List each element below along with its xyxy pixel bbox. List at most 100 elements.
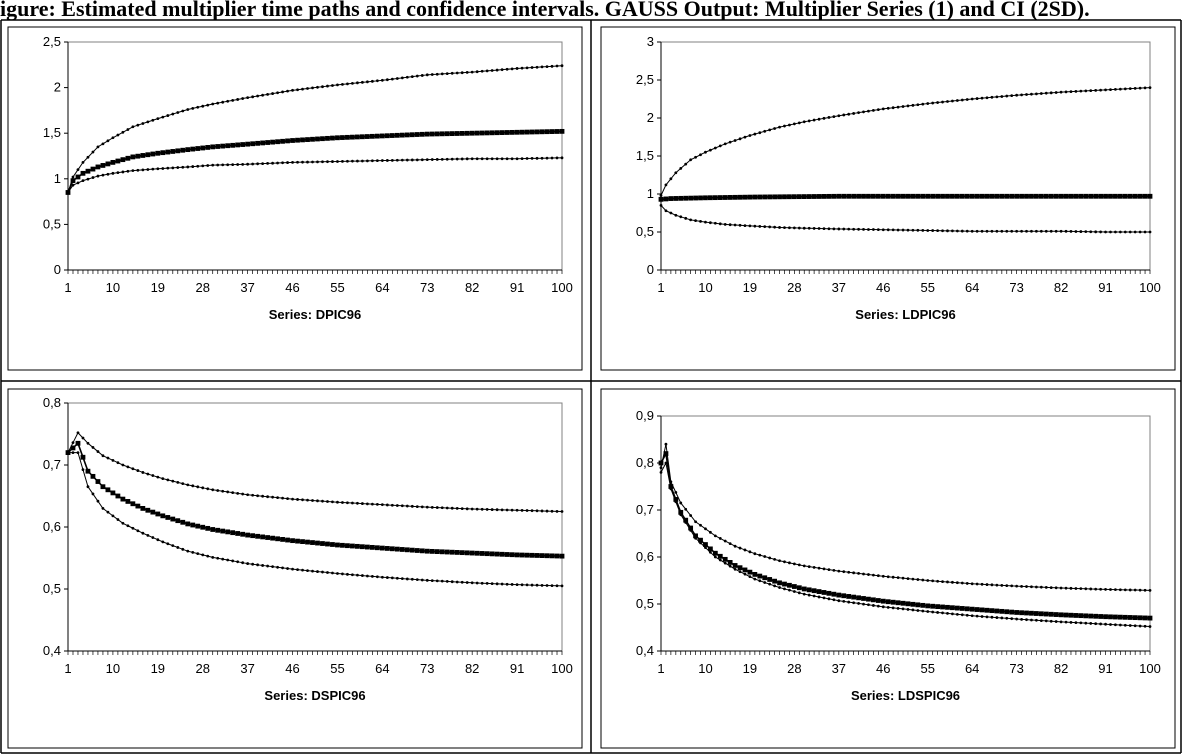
data-point-estimate [777,194,782,200]
y-tick-label: 0,5 [636,596,654,611]
data-point-upper [857,571,860,575]
data-point-upper [356,81,359,85]
data-point-estimate [280,537,285,542]
data-point-estimate [752,571,758,577]
data-point-lower [161,540,165,544]
data-point-upper [916,103,920,107]
data-point-lower [361,159,364,163]
data-point-lower [146,168,150,171]
data-point-upper [1074,90,1078,93]
data-point-lower [1089,622,1093,625]
data-point-estimate [1098,193,1104,199]
x-tick-label: 100 [551,280,573,295]
data-point-estimate [80,170,86,176]
data-point-estimate [1117,614,1123,620]
data-point-lower [515,583,519,587]
data-point-lower [176,546,180,549]
data-point-lower [847,600,851,604]
data-point-lower [1084,230,1088,234]
data-point-estimate [529,129,535,135]
data-point-upper [674,171,678,175]
data-point-lower [91,176,95,179]
data-point-estimate [722,556,728,562]
data-point-estimate [658,196,664,202]
data-point-upper [1005,94,1009,98]
data-point-lower [1054,620,1058,623]
data-point-estimate [345,134,350,140]
data-point-lower [1123,230,1127,234]
data-point-estimate [394,132,400,138]
data-point-upper [470,70,474,74]
data-point-lower [510,583,514,586]
data-point-upper [261,494,265,498]
data-point-upper [1064,90,1068,94]
data-point-estimate [140,506,146,511]
data-point-estimate [999,608,1005,614]
data-point-upper [960,98,964,102]
data-point-lower [733,223,737,227]
data-point-upper [738,546,742,550]
data-point-upper [946,100,949,103]
data-point-lower [901,228,905,232]
data-point-estimate [930,193,936,199]
data-point-upper [812,118,816,122]
data-point-upper [465,71,469,74]
data-point-lower [375,575,379,579]
data-point-estimate [875,598,881,603]
data-point-estimate [409,547,415,553]
data-point-upper [733,544,737,548]
data-point-lower [425,578,429,582]
data-point-estimate [1117,193,1123,199]
data-point-estimate [130,154,136,160]
data-point-estimate [915,602,921,608]
data-point-lower [400,577,404,580]
data-point-estimate [305,137,310,142]
data-point-lower [975,229,979,233]
data-point-lower [1104,622,1107,626]
data-point-upper [1069,90,1073,94]
data-point-upper [1000,95,1004,98]
data-point-estimate [85,168,91,174]
data-point-estimate [449,549,455,555]
data-point-upper [101,142,105,146]
x-tick-label: 19 [151,280,165,295]
data-point-lower [131,526,135,530]
data-point-lower [86,177,90,181]
data-point-estimate [404,547,410,553]
data-point-estimate [554,129,560,134]
data-point-upper [326,84,329,88]
data-point-estimate [155,150,161,156]
data-point-estimate [509,552,515,558]
data-point-estimate [155,511,161,517]
data-point-upper [936,101,940,104]
data-point-estimate [539,553,545,558]
data-point-upper [420,505,424,509]
data-point-lower [926,229,930,232]
data-point-lower [985,615,989,619]
data-point-estimate [439,131,445,137]
x-tick-label: 19 [743,661,757,676]
data-point-upper [792,562,796,566]
data-point-estimate [479,551,485,556]
data-point-estimate [707,546,713,552]
data-point-upper [96,450,100,453]
data-point-lower [550,584,554,588]
data-point-lower [116,171,120,175]
data-point-upper [530,509,534,513]
data-point-estimate [717,553,723,559]
data-point-estimate [870,193,876,199]
data-point-estimate [200,145,206,151]
data-point-lower [266,161,269,165]
data-point-estimate [265,140,270,145]
data-point-estimate [806,194,812,199]
data-point-estimate [519,552,525,558]
data-point-lower [550,156,554,160]
data-point-estimate [474,550,480,556]
data-point-estimate [866,193,871,199]
data-point-upper [837,114,841,118]
data-point-upper [206,103,210,107]
data-point-estimate [935,193,941,199]
data-point-upper [990,95,994,99]
data-point-upper [81,160,85,164]
data-point-lower [1148,230,1152,234]
